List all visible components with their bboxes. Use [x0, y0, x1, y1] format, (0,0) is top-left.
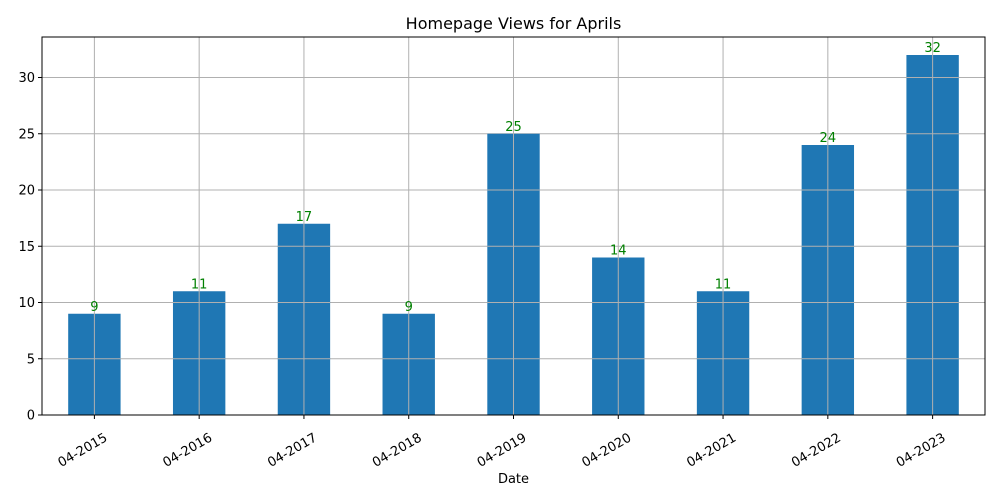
y-tick-label: 20	[18, 184, 35, 199]
y-axis-ticks: 0 5 10 15 20 25 30	[18, 71, 42, 424]
y-tick-label: 30	[18, 71, 35, 86]
y-tick-label: 15	[18, 240, 35, 255]
data-label: 32	[924, 41, 941, 56]
y-tick-label: 5	[27, 352, 35, 367]
y-tick-label: 10	[18, 296, 35, 311]
chart-title: Homepage Views for Aprils	[406, 14, 622, 33]
data-label: 25	[505, 120, 522, 135]
data-label: 17	[296, 210, 313, 225]
y-tick-label: 25	[18, 127, 35, 142]
data-label: 9	[90, 300, 98, 315]
grid-overlay	[68, 37, 959, 415]
x-axis-label: Date	[498, 472, 529, 487]
data-label: 11	[715, 277, 732, 292]
data-labels: 9 11 17 9 25 14 11 24 32	[90, 41, 941, 315]
data-label: 24	[820, 131, 837, 146]
data-label: 11	[191, 277, 208, 292]
y-tick-label: 0	[27, 409, 35, 424]
data-label: 14	[610, 244, 627, 259]
data-label: 9	[405, 300, 413, 315]
